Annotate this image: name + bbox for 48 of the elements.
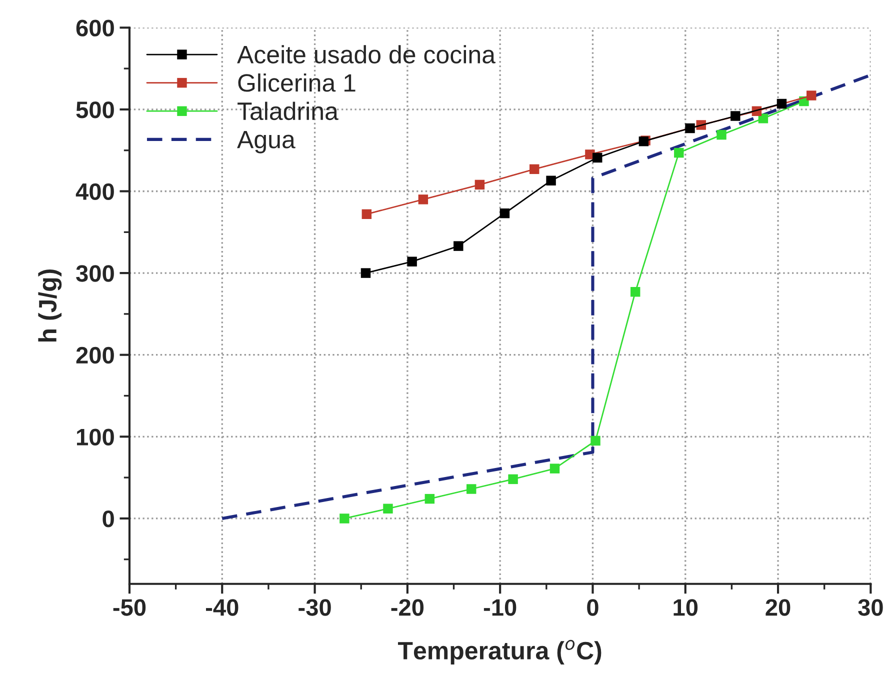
y-tick-label: 200 — [76, 346, 114, 364]
point — [424, 494, 435, 504]
point — [362, 209, 372, 220]
point — [383, 504, 393, 514]
legend-label: Aceite usado de cocina — [237, 45, 496, 64]
point — [716, 130, 726, 140]
point — [592, 152, 602, 163]
x-tick-label: 20 — [766, 599, 790, 616]
point — [685, 123, 695, 134]
point — [806, 90, 816, 100]
point — [418, 194, 428, 204]
y-axis-title: h (J/g) — [38, 270, 62, 342]
point — [340, 514, 350, 524]
x-tick-label: 30 — [858, 599, 883, 616]
x-tick-label: 0 — [587, 599, 598, 616]
point — [466, 484, 476, 494]
legend-label: Agua — [237, 130, 296, 154]
y-tick-label: 400 — [76, 183, 114, 200]
x-tick-label: -30 — [298, 599, 331, 616]
y-tick-label: 600 — [76, 20, 114, 36]
point — [474, 180, 485, 190]
point — [776, 98, 787, 109]
y-tick-label: 100 — [77, 428, 114, 446]
y-tick-label: 500 — [76, 102, 114, 118]
legend-label: Glicerina 1 — [238, 73, 356, 92]
x-tick-label: -20 — [391, 599, 424, 616]
point — [360, 268, 371, 278]
x-tick-label: -40 — [206, 599, 238, 616]
point — [730, 111, 740, 121]
legend-label: Taladrina — [238, 102, 338, 120]
point — [454, 241, 464, 251]
point — [546, 176, 556, 186]
x-axis-title: Temperatura ($^{o}$C) — [398, 640, 602, 664]
point — [758, 114, 768, 124]
point — [674, 148, 684, 158]
y-tick-label: 0 — [102, 510, 114, 528]
y-tick-label: 300 — [76, 265, 114, 282]
point — [590, 436, 600, 446]
x-tick-label: -50 — [113, 599, 146, 616]
point — [508, 474, 518, 484]
line-series — [220, 74, 871, 520]
point — [550, 464, 560, 474]
x-tick-label: 10 — [674, 599, 698, 616]
point — [630, 287, 640, 297]
point — [500, 208, 510, 218]
x-tick-label: -10 — [484, 599, 516, 616]
point — [407, 256, 417, 266]
point — [530, 164, 540, 174]
